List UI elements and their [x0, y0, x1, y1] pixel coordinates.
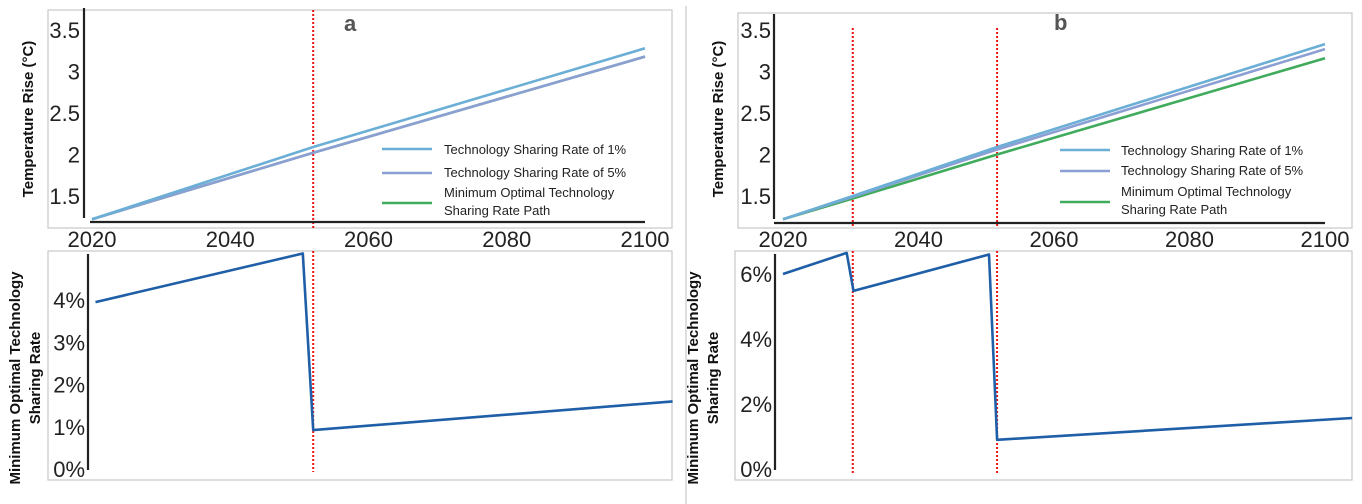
- legend-label-5pct: Technology Sharing Rate of 5%: [1121, 163, 1304, 178]
- y-tick-label: 2.5: [49, 101, 80, 126]
- y-tick-label: 4%: [53, 288, 85, 313]
- legend-label-optimal-line1: Minimum Optimal Technology: [444, 185, 615, 200]
- y-ticks: 1.5 2 2.5 3 3.5: [49, 18, 80, 209]
- x-tick-label: 2060: [344, 227, 393, 252]
- y-tick-label: 1%: [53, 415, 85, 440]
- x-tick-label: 2080: [1165, 227, 1214, 252]
- chart-frame: [737, 12, 1353, 229]
- chart-frame: [47, 9, 673, 229]
- y-tick-label: 2.5: [740, 101, 771, 126]
- x-tick-label: 2100: [621, 227, 670, 252]
- y-axis-label: Temperature Rise (°C): [20, 41, 37, 198]
- y-tick-label: 4%: [740, 327, 772, 352]
- x-tick-label: 2040: [206, 227, 255, 252]
- series-line-technology-sharing-rate-of-1: [91, 47, 646, 221]
- x-tick-label: 2020: [68, 227, 117, 252]
- legend: Technology Sharing Rate of 1% Technology…: [1060, 143, 1304, 217]
- panel-b-sharing-rate-chart: Minimum Optimal Technology Sharing Rate …: [685, 250, 1353, 485]
- y-tick-label: 0%: [53, 457, 85, 482]
- chart-frame: [47, 250, 673, 481]
- y-axis-label-line1: Minimum Optimal Technology: [685, 271, 702, 485]
- y-axis-label-line2: Sharing Rate: [27, 332, 44, 425]
- legend-label-5pct: Technology Sharing Rate of 5%: [444, 165, 627, 180]
- series-lines: [95, 252, 673, 432]
- series-lines: [782, 42, 1326, 221]
- series-line-technology-sharing-rate-of-1: [782, 42, 1326, 221]
- y-ticks: 1.5 2 2.5 3 3.5: [740, 18, 771, 209]
- y-tick-label: 2%: [740, 392, 772, 417]
- y-tick-label: 1.5: [740, 184, 771, 209]
- panel-letter-a: a: [344, 11, 357, 36]
- panel-b-temperature-chart: b Temperature Rise (°C) 1.5 2 2.5 3 3.5 2020…: [710, 10, 1353, 252]
- reference-lines: [851, 28, 999, 228]
- legend-label-1pct: Technology Sharing Rate of 1%: [1121, 143, 1304, 158]
- x-ticks: 2020 2040 2060 2080 2100: [68, 227, 670, 252]
- y-tick-label: 1.5: [49, 184, 80, 209]
- y-tick-label: 6%: [740, 262, 772, 287]
- y-tick-label: 3.5: [740, 18, 771, 43]
- y-tick-label: 3: [68, 60, 80, 85]
- series-line-technology-sharing-rate-of-5: [91, 55, 646, 221]
- legend-label-1pct: Technology Sharing Rate of 1%: [444, 142, 627, 157]
- y-tick-label: 2: [759, 143, 771, 168]
- panel-a-sharing-rate-chart: Minimum Optimal Technology Sharing Rate …: [7, 250, 673, 485]
- x-tick-label: 2020: [759, 227, 808, 252]
- chart-frame: [734, 250, 1353, 481]
- legend: Technology Sharing Rate of 1% Technology…: [382, 142, 627, 218]
- x-ticks: 2020 2040 2060 2080 2100: [759, 227, 1350, 252]
- y-axis-label-line2: Sharing Rate: [705, 332, 722, 425]
- x-tick-label: 2100: [1301, 227, 1350, 252]
- y-tick-label: 2: [68, 143, 80, 168]
- legend-label-optimal-line1: Minimum Optimal Technology: [1121, 184, 1292, 199]
- y-ticks: 0% 1% 2% 3% 4%: [53, 288, 85, 482]
- y-axis-label: Temperature Rise (°C): [710, 41, 727, 198]
- y-tick-label: 2%: [53, 373, 85, 398]
- y-tick-label: 3%: [53, 330, 85, 355]
- panel-a-temperature-chart: a Temperature Rise (°C) 1.5 2 2.5 3 3.5 2020…: [20, 8, 673, 252]
- series-lines: [782, 251, 1353, 442]
- y-axis-label-line1: Minimum Optimal Technology: [7, 271, 24, 485]
- panel-letter-b: b: [1054, 10, 1067, 35]
- x-tick-label: 2080: [482, 227, 531, 252]
- y-tick-label: 3: [759, 60, 771, 85]
- series-lines: [91, 47, 646, 221]
- legend-label-optimal-line2: Sharing Rate Path: [1121, 202, 1227, 217]
- x-tick-label: 2060: [1030, 227, 1079, 252]
- x-tick-label: 2040: [894, 227, 943, 252]
- y-tick-label: 0%: [740, 457, 772, 482]
- series-line-minimum-optimal-technology-sharing-rate: [95, 252, 673, 432]
- y-tick-label: 3.5: [49, 18, 80, 43]
- legend-label-optimal-line2: Sharing Rate Path: [444, 203, 550, 218]
- series-line-minimum-optimal-technology-sharing-rate: [782, 251, 1353, 442]
- y-ticks: 0% 2% 4% 6%: [740, 262, 772, 482]
